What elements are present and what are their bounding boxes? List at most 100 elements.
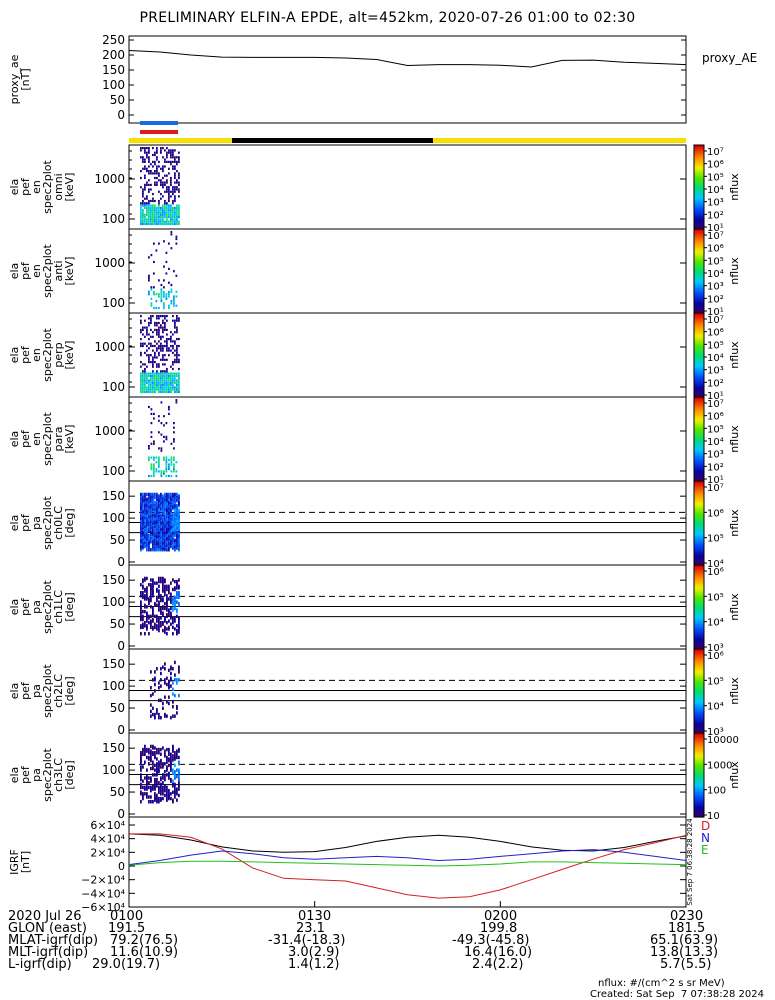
spectrogram-cell — [142, 147, 144, 150]
colorbar-segment — [694, 581, 704, 585]
spectrogram-cell — [142, 370, 144, 373]
spectrogram-cell — [148, 188, 150, 191]
spectrogram-cell — [140, 220, 142, 223]
spectrogram-cell — [174, 156, 176, 159]
spectrogram-cell — [144, 222, 146, 226]
spectrogram-cell — [152, 218, 154, 221]
spectrogram-cell — [152, 377, 154, 380]
spectrogram-cell — [142, 390, 144, 394]
spectrogram-cell — [150, 465, 153, 468]
spectrogram-cell — [164, 372, 166, 375]
spectrogram-cell — [166, 147, 168, 150]
pitch-angle-cell — [166, 676, 168, 680]
spectrogram-cell — [170, 204, 172, 207]
colorbar-segment — [694, 166, 704, 169]
pitch-angle-cell — [162, 792, 164, 796]
spectrogram-cell — [178, 158, 180, 161]
spectrogram-cell — [175, 290, 178, 293]
colorbar-segment — [694, 569, 704, 572]
spectrogram-cell — [158, 202, 160, 205]
pitch-angle-cell — [156, 762, 158, 766]
spectrogram-cell — [162, 204, 164, 207]
pitch-angle-cell — [152, 513, 154, 517]
spectrogram-cell — [158, 216, 160, 219]
spectrogram-cell — [172, 193, 174, 196]
pitch-angle-cell — [172, 692, 174, 696]
pitch-angle-cell — [172, 587, 174, 592]
spectrogram-cell — [148, 358, 150, 361]
spectrogram-cell — [170, 461, 173, 464]
spectrogram-cell — [144, 384, 146, 387]
pitch-angle-cell — [154, 792, 156, 796]
spectrogram-cell — [170, 233, 173, 236]
spectrogram-cell — [140, 211, 142, 214]
spectrogram-cell — [150, 172, 152, 175]
spectrogram-cell — [148, 160, 150, 163]
spectrogram-cell — [154, 379, 156, 382]
colorbar-segment — [694, 157, 704, 161]
colorbar-tick-label: 10⁴ — [707, 269, 724, 280]
spectrogram-cell — [148, 384, 150, 387]
spectrogram-cell — [158, 351, 160, 354]
colorbar-segment — [694, 808, 704, 812]
spectrogram-cell — [166, 211, 168, 214]
pitch-angle-cell — [172, 625, 174, 630]
pitch-angle-cell — [166, 714, 168, 718]
colorbar-segment — [694, 812, 704, 816]
spectrogram-cell — [148, 179, 150, 182]
pitch-angle-cell — [146, 747, 148, 752]
spectrogram-cell — [142, 333, 144, 336]
pitch-angle-cell — [142, 584, 144, 589]
colorbar-segment — [694, 703, 704, 707]
spectrogram-cell — [166, 328, 168, 331]
spectrogram-cell — [160, 384, 162, 387]
spectrogram-cell — [166, 179, 168, 182]
spectrogram-cell — [156, 181, 158, 184]
spectrogram-cell — [174, 195, 176, 198]
spectrogram-cell — [156, 216, 158, 219]
spectrogram-cell — [176, 347, 178, 350]
pitch-angle-cell — [150, 800, 152, 804]
colorbar-segment — [694, 214, 704, 217]
spectrogram-cell — [162, 363, 164, 366]
colorbar-segment — [694, 567, 704, 570]
spectrogram-cell — [154, 170, 156, 173]
colorbar-segment — [694, 208, 704, 211]
pitch-angle-cell — [146, 755, 148, 760]
pitch-angle-cell — [176, 600, 178, 604]
y-tick-label: 100 — [102, 763, 125, 777]
colorbar-segment — [694, 544, 704, 547]
spectrogram-cell — [158, 206, 160, 209]
spectrogram-cell — [162, 331, 164, 334]
spectrogram-cell — [160, 388, 162, 391]
colorbar-label: nflux — [728, 425, 741, 453]
colorbar-segment — [694, 712, 704, 715]
pitch-angle-cell — [178, 624, 180, 628]
spectrogram-cell — [146, 381, 148, 384]
spectrogram-cell — [166, 358, 168, 361]
colorbar-segment — [694, 695, 704, 698]
colorbar-tick-label: 10³ — [707, 198, 724, 209]
spectrogram-cell — [146, 388, 148, 391]
colorbar-segment — [694, 254, 704, 257]
colorbar-segment — [694, 525, 704, 528]
pitch-angle-cell — [152, 760, 154, 764]
colorbar-segment — [694, 340, 704, 343]
pitch-angle-cell — [168, 668, 170, 673]
pitch-angle-cell — [150, 519, 152, 523]
created-note: Created: Sat Sep 7 07:38:28 2024 — [590, 989, 764, 1000]
spectrogram-cell — [172, 209, 174, 212]
spectrogram-cell — [153, 290, 155, 293]
colorbar-segment — [694, 346, 704, 350]
spectrogram-cell — [174, 377, 176, 380]
spectrogram-cell — [146, 328, 148, 331]
spectrogram-cell — [178, 160, 180, 163]
pitch-angle-cell — [178, 500, 180, 505]
spectrogram-cell — [150, 328, 152, 331]
spectrogram-cell — [148, 338, 150, 341]
spectrogram-cell — [164, 326, 166, 329]
pitch-angle-cell — [178, 538, 180, 542]
spectrogram-cell — [150, 315, 152, 318]
colorbar-segment — [694, 804, 704, 808]
